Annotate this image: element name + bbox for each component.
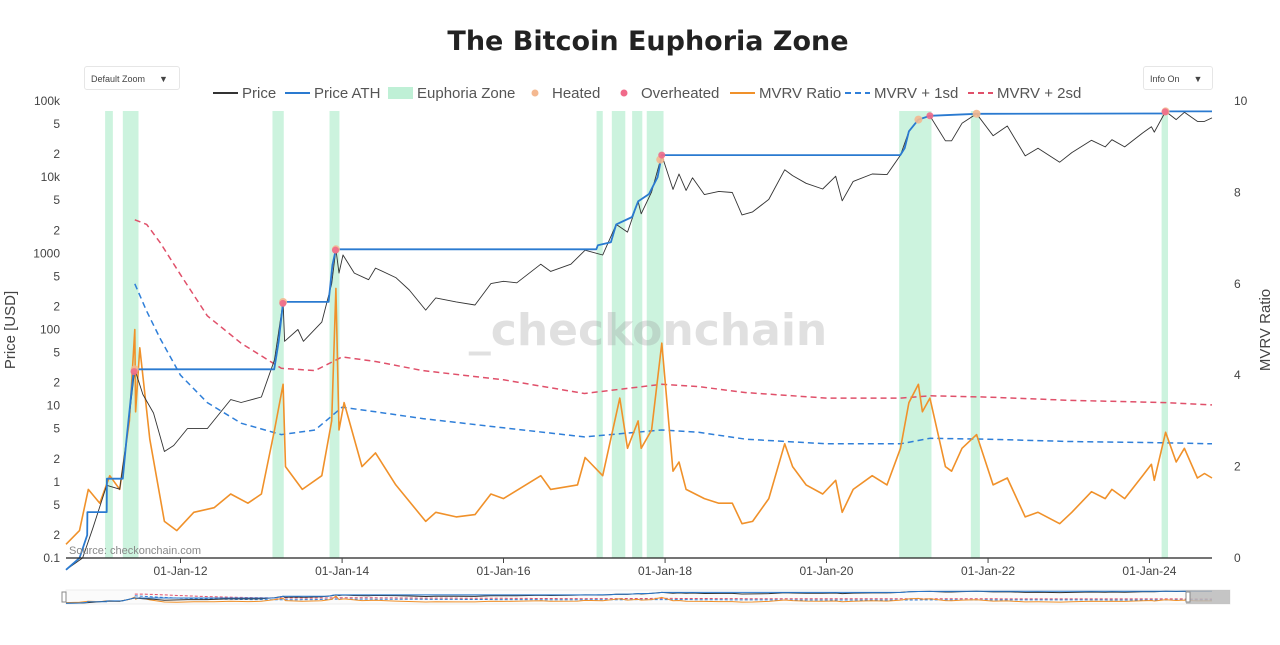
heat-markers [130,107,1170,376]
euphoria-zone-band [1161,111,1169,558]
overheated-marker [926,112,934,120]
legend-item-euphoria[interactable]: Euphoria Zone [388,85,515,102]
y-left-tick-label: 2 [53,528,60,542]
y-left-tick-label: 2 [53,223,60,237]
euphoria-zone-band [646,111,664,558]
y-right-tick-label: 4 [1234,368,1241,382]
euphoria-zone-band [970,111,980,558]
y-left-tick-label: 0.1 [43,551,60,565]
chevron-down-icon: ▼ [159,74,168,84]
x-axis-ticks: 01-Jan-12 01-Jan-14 01-Jan-16 01-Jan-18 01-J… [153,558,1177,578]
legend-swatch [388,87,413,99]
y-left-tick-label: 5 [53,345,60,359]
x-tick-label: 01-Jan-24 [1122,564,1176,578]
heated-marker [972,109,981,118]
legend-item-ath[interactable]: Price ATH [285,85,380,102]
y-left-tick-label: 10k [41,170,61,184]
y-axis-left-title: Price [USD] [2,291,19,369]
euphoria-zone-band [596,111,603,558]
range-slider-mask [1186,590,1230,604]
euphoria-zone-band [105,111,113,558]
y-right-tick-label: 8 [1234,185,1241,199]
info-dropdown[interactable]: Info On ▼ [1143,66,1213,90]
y-left-tick-label: 5 [53,117,60,131]
series-line-sd1 [134,283,1213,445]
y-left-tick-label: 2 [53,147,60,161]
y-left-tick-label: 2 [53,300,60,314]
legend-item-mvrv[interactable]: MVRV Ratio [730,85,841,102]
minimap-line-mvrv [65,595,1213,604]
legend-label: Price [242,85,276,102]
x-tick-label: 01-Jan-16 [476,564,530,578]
y-axis-right-title: MVRV Ratio [1257,289,1274,371]
legend-label: MVRV Ratio [759,85,841,102]
legend-item-price[interactable]: Price [213,85,276,102]
source-label: Source: checkonchain.com [69,545,201,557]
y-left-tick-label: 100 [40,323,60,337]
chart-title: The Bitcoin Euphoria Zone [447,26,848,57]
legend-item-sd1[interactable]: MVRV + 1sd [845,85,958,102]
overheated-marker [279,299,287,307]
chevron-down-icon: ▼ [1193,74,1203,84]
x-tick-label: 01-Jan-18 [638,564,692,578]
y-left-tick-label: 2 [53,452,60,466]
overheated-marker [658,151,666,159]
legend-swatch [531,89,539,97]
euphoria-zone-band [122,111,139,558]
y-axis-left-ticks: 100k 5 2 10k 5 2 1000 5 2 100 5 2 10 5 2 1 5 2 0.1 [33,94,61,565]
info-dropdown-label: Info On [1150,74,1180,84]
zoom-dropdown-label: Default Zoom [91,74,146,84]
y-left-tick-label: 5 [53,498,60,512]
minimap-line-ath [65,590,1212,604]
legend[interactable]: Price Price ATH Euphoria Zone Heated Overhea… [213,85,1081,102]
y-left-tick-label: 10 [47,399,61,413]
series-line-mvrv [65,287,1213,545]
y-right-tick-label: 6 [1234,277,1241,291]
euphoria-zone-band [632,111,643,558]
series-lines [65,110,1213,571]
range-slider-right-handle[interactable] [1185,591,1191,603]
series-line-ath [65,110,1212,571]
y-left-tick-label: 1 [53,475,60,489]
legend-label: Heated [552,85,600,102]
x-tick-label: 01-Jan-20 [799,564,853,578]
x-tick-label: 01-Jan-12 [153,564,207,578]
range-slider-preview [65,590,1213,604]
overheated-marker [331,246,339,254]
range-slider-left-handle[interactable] [61,591,67,603]
y-left-tick-label: 5 [53,193,60,207]
euphoria-zone-band [611,111,626,558]
legend-label: Price ATH [314,85,380,102]
legend-swatch [620,89,628,97]
legend-item-heated[interactable]: Heated [531,85,601,102]
legend-item-sd2[interactable]: MVRV + 2sd [968,85,1081,102]
y-left-tick-label: 100k [34,94,61,108]
legend-item-overheated[interactable]: Overheated [620,85,720,102]
overheated-marker [130,368,138,376]
x-tick-label: 01-Jan-22 [961,564,1015,578]
y-right-tick-label: 10 [1234,94,1248,108]
euphoria-zone-band [899,111,932,558]
series-line-price [65,110,1213,571]
y-right-tick-label: 0 [1234,551,1241,565]
legend-label: Overheated [641,85,719,102]
range-slider[interactable] [61,589,1231,605]
y-left-tick-label: 5 [53,422,60,436]
overheated-marker [1161,108,1169,116]
y-axis-right-ticks: 0 2 4 6 8 10 [1234,94,1248,565]
euphoria-zones [105,111,1169,558]
legend-label: MVRV + 2sd [997,85,1081,102]
series-line-sd2 [134,219,1213,406]
legend-label: Euphoria Zone [417,85,515,102]
y-left-tick-label: 5 [53,269,60,283]
watermark: _checkonchain [469,305,827,356]
legend-label: MVRV + 1sd [874,85,958,102]
heated-marker [914,115,923,124]
x-tick-label: 01-Jan-14 [315,564,369,578]
y-left-tick-label: 2 [53,376,60,390]
zoom-dropdown[interactable]: Default Zoom ▼ [84,66,180,90]
y-right-tick-label: 2 [1234,460,1241,474]
y-left-tick-label: 1000 [33,246,60,260]
